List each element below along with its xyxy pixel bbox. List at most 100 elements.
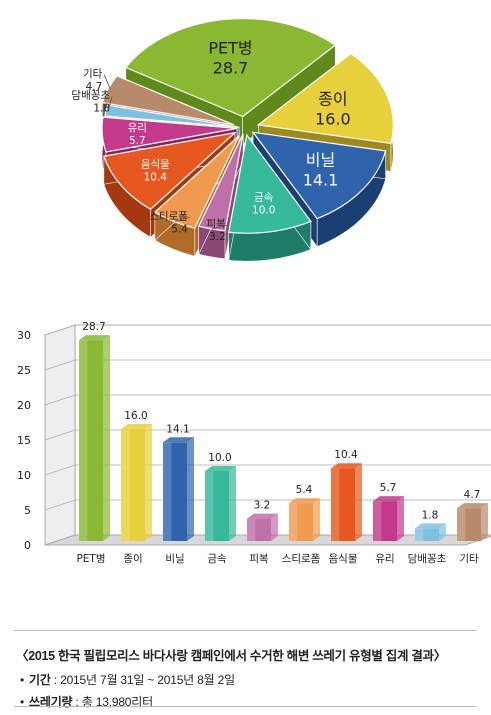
caption-item-period: • 기간 : 2015년 7월 31일 ~ 2015년 8월 2일	[20, 671, 476, 688]
bar-highlight	[373, 501, 382, 541]
bar-front	[373, 501, 397, 541]
bar-front	[247, 518, 271, 541]
bar-front	[457, 508, 481, 541]
bar-top	[289, 498, 320, 504]
bar: 5.7 유리	[373, 482, 404, 565]
bar-top	[373, 496, 404, 502]
bar-front	[79, 340, 103, 541]
x-tick-label: 담배꽁초	[408, 553, 447, 565]
pie-slice-value: 10.0	[252, 205, 275, 217]
pie-slice-label: 유리	[128, 122, 147, 134]
x-tick-label: PET병	[76, 553, 105, 565]
pie-slice-top	[103, 131, 237, 210]
bar-top	[205, 466, 236, 471]
bars: 28.7 PET병 16.0 종이 14.1 비닐 10.0 금속 3.2 피복 5.4 스티로폼 10…	[76, 321, 488, 565]
bar: 10.0 금속	[205, 452, 236, 565]
bar-value-label: 16.0	[124, 410, 147, 422]
bar-highlight	[79, 340, 88, 541]
bar-top	[247, 513, 278, 519]
pie-labels: PET병28.7종이16.0비닐14.1금속10.0피복3.2스티로폼5.4음식…	[71, 38, 350, 243]
y-tick-label: 15	[17, 434, 31, 447]
x-tick-label: 유리	[375, 553, 394, 565]
bar-side	[397, 496, 404, 541]
gridline	[44, 359, 491, 371]
bar-value-label: 3.2	[254, 500, 271, 512]
pie-leader-line	[212, 224, 228, 230]
caption-list: • 기간 : 2015년 7월 31일 ~ 2015년 8월 2일 • 쓰레기량 :…	[16, 671, 476, 710]
bar: 14.1 비닐	[163, 423, 194, 565]
bar-front	[289, 503, 313, 541]
bar-side	[313, 498, 320, 541]
caption-period-key: 기간	[29, 673, 51, 687]
y-tick-label: 10	[17, 469, 31, 482]
pie-leader-line	[174, 217, 191, 222]
pie-slice-label: 담배꽁초	[71, 90, 110, 102]
pie-slice-value: 16.0	[315, 109, 351, 128]
bar-top	[163, 437, 194, 443]
bar-value-label: 10.0	[208, 452, 231, 464]
bar-side	[439, 523, 446, 541]
pie-slice-top	[101, 116, 238, 153]
pie-slice-value: 5.4	[171, 223, 188, 235]
bar-highlight	[163, 442, 172, 541]
caption-amount-value: : 총 13,980리터	[72, 695, 154, 709]
bar-side	[187, 437, 194, 541]
pie-slice-label: 종이	[318, 89, 347, 108]
bar: 5.4 스티로폼	[282, 484, 321, 565]
pie-slice-value: 28.7	[213, 58, 249, 77]
pie-slice-top	[228, 133, 312, 234]
caption-divider-bottom	[14, 706, 476, 707]
pie-slice-value: 14.1	[303, 170, 339, 189]
bar-top	[457, 503, 488, 509]
caption-title: 〈2015 한국 필립모리스 바다사랑 캠페인에서 수거한 해변 쓰레기 유형별…	[16, 649, 446, 663]
gridline	[44, 429, 491, 441]
pie-slice-label: PET병	[208, 38, 252, 57]
y-tick-label: 25	[17, 364, 31, 377]
x-tick-label: 음식물	[329, 553, 358, 565]
bullet-icon: •	[20, 673, 25, 687]
y-tick-label: 0	[24, 539, 31, 552]
bar: 4.7 기타	[457, 489, 488, 565]
caption-amount-key: 쓰레기량	[29, 695, 73, 709]
x-tick-label: 기타	[459, 553, 479, 565]
bar-value-label: 1.8	[422, 509, 439, 521]
pie-slice-top	[153, 135, 240, 229]
caption: 〈2015 한국 필립모리스 바다사랑 캠페인에서 수거한 해변 쓰레기 유형별…	[16, 645, 476, 715]
bar-top	[415, 523, 446, 529]
bar-value-label: 28.7	[82, 321, 105, 333]
bar-side	[103, 335, 110, 541]
bar-highlight	[457, 508, 466, 541]
bar-side	[481, 503, 488, 541]
bar-value-label: 4.7	[464, 489, 481, 501]
x-tick-label: 금속	[207, 553, 227, 565]
pie-slice-value: 3.2	[209, 231, 226, 243]
pie-slice-label: 음식물	[141, 159, 170, 171]
pie-slice-top	[197, 133, 244, 232]
bar-front	[205, 471, 229, 541]
pie-slice-top	[104, 104, 240, 128]
bar-highlight	[121, 429, 130, 541]
caption-divider-top	[14, 630, 476, 631]
pie-slice-label: 비닐	[306, 150, 335, 169]
caption-item-amount: • 쓰레기량 : 총 13,980리터	[20, 693, 476, 710]
gridline	[44, 324, 491, 336]
bar-value-label: 10.4	[334, 449, 358, 461]
pie-slices	[101, 17, 394, 262]
bar-front	[121, 429, 145, 541]
bar-front	[415, 528, 439, 541]
bar-side	[271, 513, 278, 541]
pie-leader-line	[103, 74, 111, 89]
pie-slice-top	[251, 131, 387, 220]
pie-slice-value: 5.7	[129, 135, 146, 147]
x-tick-label: 피복	[249, 553, 269, 565]
bar-highlight	[289, 503, 298, 541]
bullet-icon: •	[20, 695, 25, 709]
pie-slice-top	[256, 52, 394, 145]
bar-front	[163, 442, 187, 541]
bar-side	[355, 463, 362, 541]
bar: 16.0 종이	[121, 410, 152, 565]
bar-value-label: 5.7	[380, 482, 397, 494]
x-tick-label: 스티로폼	[282, 553, 321, 565]
bar-front	[331, 468, 355, 541]
bar-chart: 0 5 10 15 20 25 30 28.7 PET병 16.0 종이 14.1 비닐 10.0 금속 3.…	[17, 321, 491, 565]
